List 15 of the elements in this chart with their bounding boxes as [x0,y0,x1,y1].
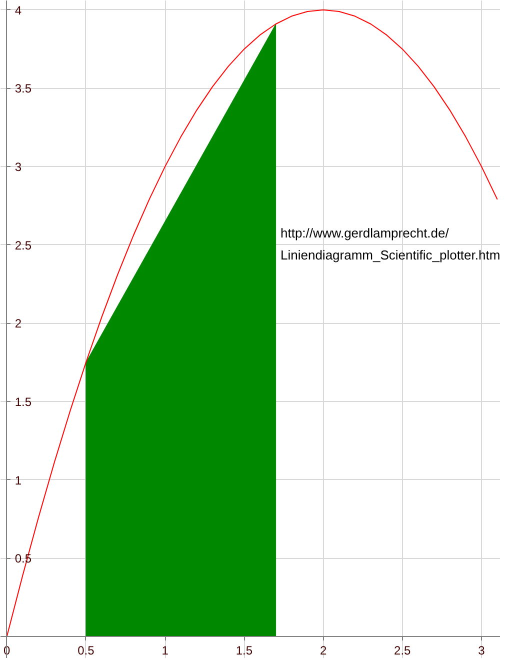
x-tick-label: 1.5 [236,644,253,658]
x-tick-label: 2 [320,644,327,658]
x-tick-label: 2.5 [394,644,412,658]
y-tick-label: 2 [14,316,22,331]
annotation: http://www.gerdlamprecht.de/ [280,226,450,240]
x-tick-label: 0.5 [78,644,95,658]
x-tick-label: 3 [478,644,486,658]
x-tick-label: 1 [162,644,169,658]
y-tick-label: 2.5 [14,238,32,252]
y-tick-label: 3.5 [14,82,32,96]
y-tick-label: 1.5 [14,395,32,410]
y-tick-label: 3 [14,160,22,174]
y-tick-label: 4 [14,3,22,18]
y-tick-label: 1 [14,473,22,488]
annotation: Liniendiagramm_Scientific_plotter.htm [280,248,500,262]
